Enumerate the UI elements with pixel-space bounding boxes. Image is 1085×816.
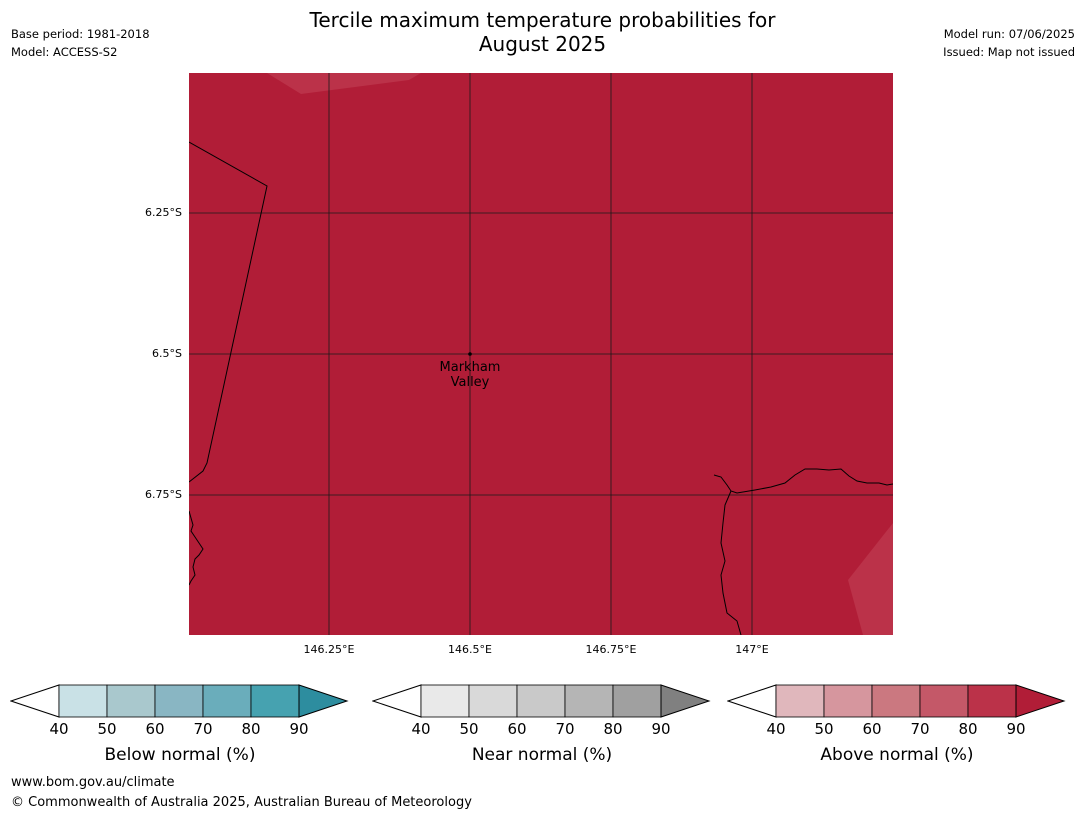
colorbar-above-normal [726, 684, 1066, 718]
colorbar-near-normal [371, 684, 711, 718]
map-title: Tercile maximum temperature probabilitie… [0, 8, 1085, 56]
lon-label-146-75: 146.75°E [585, 643, 637, 656]
boundaries [189, 141, 893, 635]
legend-tick: 80 [241, 720, 261, 738]
colorbar-segment [106, 684, 156, 718]
meta-left: Base period: 1981-2018 Model: ACCESS-S2 [11, 25, 150, 61]
colorbar-segment [967, 684, 1017, 718]
lon-label-146-5: 146.5°E [448, 643, 492, 656]
legend-tick: 40 [49, 720, 69, 738]
colorbar-segment [775, 684, 825, 718]
colorbar-upper-extend [660, 684, 711, 718]
legend-tick: 80 [603, 720, 623, 738]
colorbar-segment [564, 684, 614, 718]
legend-tick: 80 [958, 720, 978, 738]
coast-southwest [189, 510, 204, 586]
legend-near-normal: 40 50 60 70 80 90 Near normal (%) [371, 684, 712, 765]
colorbar-segment [58, 684, 108, 718]
lat-label-6-75: 6.75°S [145, 488, 182, 501]
map-panel: Markham Valley [189, 73, 893, 635]
legend-title: Near normal (%) [471, 745, 613, 765]
base-period: Base period: 1981-2018 [11, 27, 150, 41]
legend-tick: 70 [193, 720, 213, 738]
probability-region-top [267, 73, 421, 94]
lon-label-146-25: 146.25°E [303, 643, 355, 656]
colorbar-segment [420, 684, 470, 718]
colorbar-lower-extend [371, 684, 422, 718]
model-name: Model: ACCESS-S2 [11, 45, 118, 59]
legend-tick: 90 [651, 720, 671, 738]
lon-label-147: 147°E [735, 643, 769, 656]
title-line-1: Tercile maximum temperature probabilitie… [309, 8, 776, 32]
model-run: Model run: 07/06/2025 [943, 27, 1075, 41]
legend-tick: 90 [289, 720, 309, 738]
river-east [720, 490, 742, 635]
legend-tick: 50 [97, 720, 117, 738]
footer-url: www.bom.gov.au/climate [11, 775, 175, 790]
legend-tick: 70 [555, 720, 575, 738]
meta-right: Model run: 07/06/2025 Issued: Map not is… [943, 25, 1075, 61]
legend-tick: 40 [411, 720, 431, 738]
place-label: Markham Valley [420, 360, 520, 390]
colorbar-lower-extend [9, 684, 60, 718]
legend-title: Below normal (%) [104, 745, 256, 765]
place-name-line-1: Markham [439, 360, 501, 375]
legend-above-normal: 40 50 60 70 80 90 Above normal (%) [726, 684, 1067, 765]
legend-tick: 40 [766, 720, 786, 738]
colorbar-upper-extend [298, 684, 349, 718]
place-marker [468, 352, 472, 356]
colorbar-segment [202, 684, 252, 718]
colorbar-lower-extend [726, 684, 777, 718]
colorbar-below-normal [9, 684, 349, 718]
legend-title: Above normal (%) [820, 745, 974, 765]
colorbar-segment [612, 684, 662, 718]
probability-region-bottom-right [848, 523, 893, 635]
place-name-line-2: Valley [450, 375, 490, 390]
boundary-west [189, 141, 268, 483]
footer-copyright: © Commonwealth of Australia 2025, Austra… [11, 795, 472, 810]
colorbar-segment [250, 684, 300, 718]
legend-tick: 60 [507, 720, 527, 738]
colorbar-segment [919, 684, 969, 718]
issued-status: Issued: Map not issued [943, 45, 1075, 59]
colorbar-segment [823, 684, 873, 718]
title-line-2: August 2025 [478, 32, 607, 56]
colorbar-segment [516, 684, 566, 718]
colorbar-upper-extend [1015, 684, 1066, 718]
colorbar-segment [468, 684, 518, 718]
legend-tick: 60 [145, 720, 165, 738]
legend-tick: 50 [459, 720, 479, 738]
legend-tick: 50 [814, 720, 834, 738]
colorbar-segment [871, 684, 921, 718]
colorbar-segment [154, 684, 204, 718]
legend-tick: 90 [1006, 720, 1026, 738]
legend-tick: 60 [862, 720, 882, 738]
lat-label-6-25: 6.25°S [145, 206, 182, 219]
legend-below-normal: 40 50 60 70 80 90 Below normal (%) [9, 684, 350, 765]
legend-tick: 70 [910, 720, 930, 738]
lat-label-6-5: 6.5°S [152, 347, 182, 360]
map-canvas [189, 73, 893, 635]
